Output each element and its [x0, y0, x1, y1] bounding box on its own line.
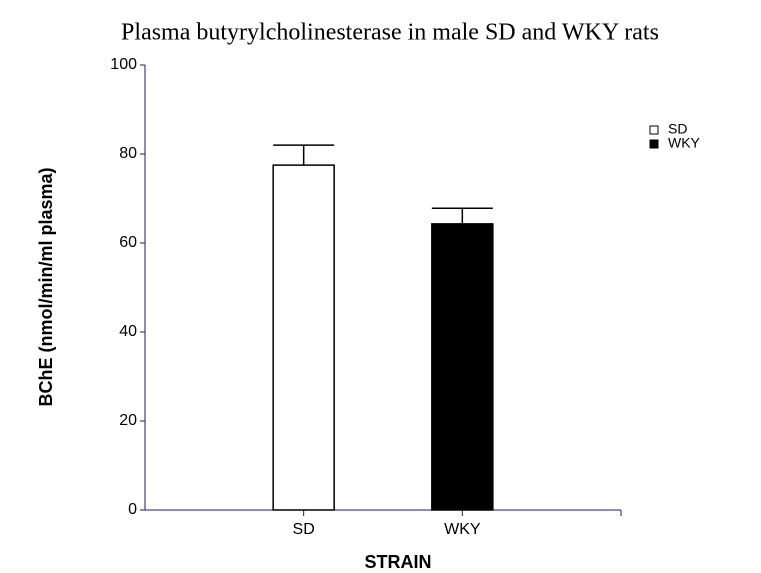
chart-title: Plasma butyrylcholinesterase in male SD …: [121, 20, 659, 46]
y-tick-label: 80: [119, 145, 137, 162]
x-tick-label: SD: [293, 521, 315, 538]
legend-swatch: [649, 125, 659, 135]
legend-label: SD: [668, 121, 687, 137]
y-tick-label: 0: [128, 501, 137, 518]
legend-swatch: [649, 139, 659, 149]
y-tick-label: 40: [119, 323, 137, 340]
y-tick-label: 100: [110, 56, 137, 73]
y-tick-label: 20: [119, 412, 137, 429]
y-axis-label: BChE (nmol/min/ml plasma): [36, 167, 56, 406]
bar: [272, 164, 335, 511]
x-axis-label: STRAIN: [365, 552, 432, 572]
y-tick-label: 60: [119, 234, 137, 251]
x-tick-label: WKY: [444, 521, 481, 538]
bar: [431, 223, 494, 511]
legend-label: WKY: [668, 135, 701, 151]
